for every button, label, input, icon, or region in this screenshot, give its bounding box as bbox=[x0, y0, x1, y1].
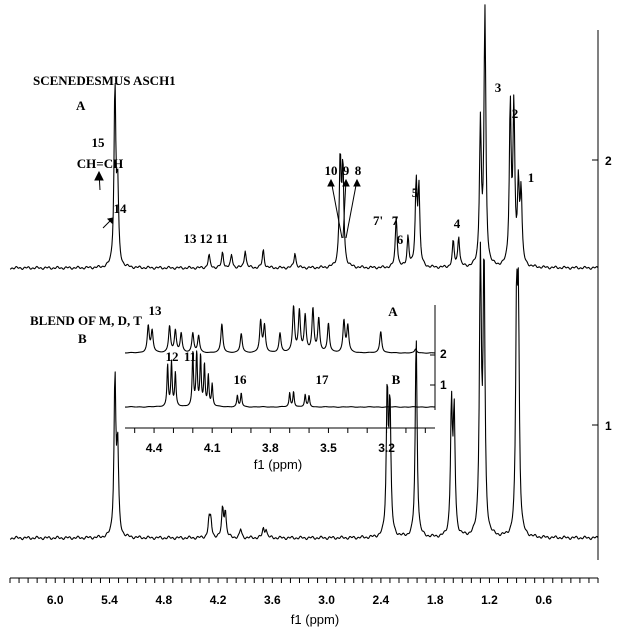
main-right-tick-label-2: 2 bbox=[605, 154, 612, 168]
series-a-trace bbox=[9, 4, 599, 271]
inset-peak-label-11: 11 bbox=[184, 349, 196, 364]
x-tick-label: 6.0 bbox=[47, 593, 64, 607]
inset-peak-label-16: 16 bbox=[234, 372, 248, 387]
peak-label-2: 2 bbox=[512, 106, 519, 121]
x-tick-label: 5.4 bbox=[101, 593, 118, 607]
series-a-title: SCENEDESMUS ASCH1 bbox=[33, 73, 176, 88]
peak-label-1: 1 bbox=[528, 170, 535, 185]
inset-series-a-letter: A bbox=[388, 304, 398, 319]
peak-label-4: 4 bbox=[454, 216, 461, 231]
x-tick-label: 0.6 bbox=[535, 593, 552, 607]
series-a-letter: A bbox=[76, 98, 86, 113]
main-x-ticks: 6.0 5.4 4.8 4.2 3.6 3.0 2.4 1.8 1.2 0.6 bbox=[9, 578, 599, 607]
inset: 2 1 4.4 4.1 3.8 3.5 3.2 f1 (ppm) 13 A 12 11 … bbox=[124, 303, 447, 472]
peak-label-8: 8 bbox=[355, 163, 362, 178]
peak-label-15: 15 bbox=[92, 135, 106, 150]
x-tick-label: 2.4 bbox=[373, 593, 390, 607]
peak-label-6: 6 bbox=[397, 232, 404, 247]
main-x-axis-title: f1 (ppm) bbox=[291, 612, 339, 627]
x-tick-label: 4.1 bbox=[204, 441, 221, 455]
inset-peak-label-17: 17 bbox=[316, 372, 330, 387]
x-tick-label: 3.2 bbox=[378, 441, 395, 455]
x-tick-label: 4.8 bbox=[155, 593, 172, 607]
peak-label-14: 14 bbox=[114, 201, 128, 216]
peak-label-ch-ch: CH=CH bbox=[77, 156, 123, 171]
peak-label-7: 7 bbox=[392, 213, 399, 228]
series-b-letter: B bbox=[78, 331, 87, 346]
inset-right-tick-label-2: 2 bbox=[440, 347, 447, 361]
inset-peak-label-13: 13 bbox=[149, 303, 163, 318]
series-b-trace bbox=[9, 241, 599, 541]
peak-label-5: 5 bbox=[412, 185, 419, 200]
inset-series-b-trace bbox=[124, 350, 436, 408]
peak-label-9: 9 bbox=[343, 163, 350, 178]
peak-label-12: 12 bbox=[200, 231, 213, 246]
inset-right-tick-label-1: 1 bbox=[440, 378, 447, 392]
peak-label-11: 11 bbox=[216, 231, 228, 246]
main-right-tick-label-1: 1 bbox=[605, 419, 612, 433]
x-tick-label: 4.4 bbox=[146, 441, 163, 455]
inset-x-ticks: 4.4 4.1 3.8 3.5 3.2 bbox=[134, 428, 426, 455]
inset-x-axis-title: f1 (ppm) bbox=[254, 457, 302, 472]
inset-series-a-trace bbox=[124, 305, 436, 354]
peak-label-10: 10 bbox=[325, 163, 338, 178]
x-tick-label: 3.5 bbox=[320, 441, 337, 455]
series-b-title: BLEND OF M, D, T bbox=[30, 313, 142, 328]
peak-label-13: 13 bbox=[184, 231, 198, 246]
x-tick-label: 4.2 bbox=[210, 593, 227, 607]
peak-label-7-prime: 7' bbox=[373, 213, 383, 228]
x-tick-label: 1.8 bbox=[427, 593, 444, 607]
x-tick-label: 3.8 bbox=[262, 441, 279, 455]
x-tick-label: 3.6 bbox=[264, 593, 281, 607]
x-tick-label: 1.2 bbox=[481, 593, 498, 607]
annotation-arrows bbox=[94, 170, 361, 239]
inset-peak-label-12: 12 bbox=[166, 349, 179, 364]
peak-label-3: 3 bbox=[495, 80, 502, 95]
x-tick-label: 3.0 bbox=[318, 593, 335, 607]
inset-series-b-letter: B bbox=[392, 372, 401, 387]
